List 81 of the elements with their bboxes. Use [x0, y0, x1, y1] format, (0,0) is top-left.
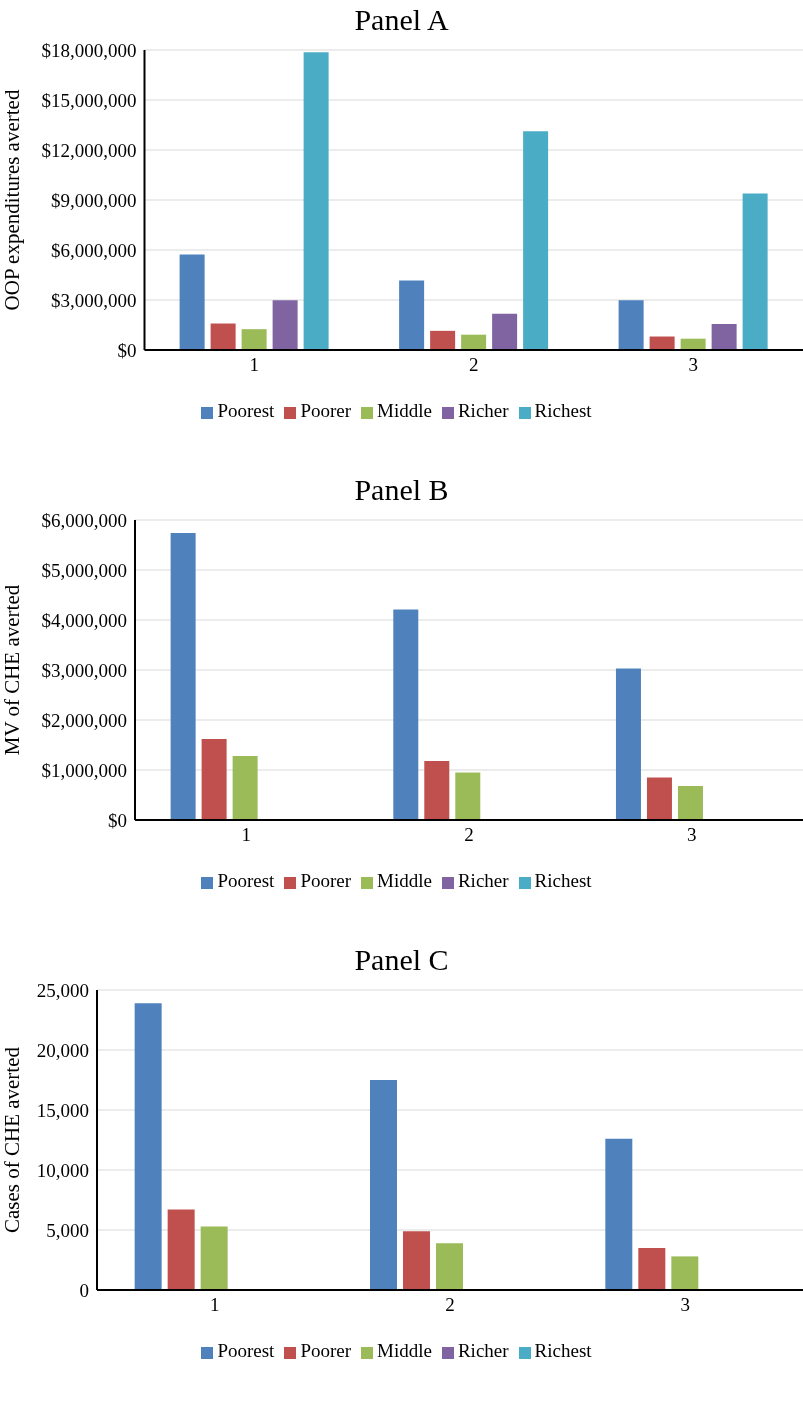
y-tick-label: 15,000 [36, 1099, 89, 1121]
bar [435, 1243, 463, 1290]
bar [201, 739, 227, 820]
x-tick-label: 3 [688, 354, 698, 376]
bar [430, 330, 456, 350]
legend-label: Richest [534, 1340, 592, 1361]
bar [492, 313, 518, 350]
bar [393, 609, 419, 820]
legend-label: Richer [457, 1340, 509, 1361]
x-tick-label: 1 [209, 1294, 220, 1316]
bar [369, 1080, 397, 1290]
y-tick-label: $1,000,000 [41, 759, 127, 781]
y-tick-label: 10,000 [36, 1159, 89, 1181]
bar [742, 193, 768, 350]
y-tick-label: $0 [117, 339, 137, 361]
bar [210, 323, 236, 350]
y-axis-title: Cases of CHE averted [0, 1046, 25, 1234]
legend-label: Richer [457, 870, 509, 891]
bar [167, 1209, 195, 1290]
y-tick-label: $2,000,000 [41, 709, 127, 731]
bar [232, 756, 258, 820]
y-tick-label: 20,000 [36, 1039, 89, 1061]
y-tick-label: $5,000,000 [41, 559, 127, 581]
bar [134, 1003, 162, 1290]
bar [677, 786, 703, 820]
bar [523, 131, 549, 350]
legend-label: Richest [534, 400, 592, 421]
y-tick-label: $15,000,000 [41, 89, 137, 111]
bar [646, 777, 672, 820]
chart-title: Panel B [353, 472, 450, 508]
bar [424, 761, 450, 820]
bar [399, 280, 425, 350]
x-tick-label: 3 [680, 1294, 691, 1316]
chart-title: Panel C [353, 942, 450, 978]
y-axis-title: MV of CHE averted [0, 584, 25, 756]
legend-label: Poorest [217, 400, 275, 421]
bar [455, 772, 481, 820]
bar [272, 300, 298, 350]
x-tick-label: 2 [464, 824, 474, 846]
chart-title: Panel A [353, 2, 450, 38]
x-tick-label: 2 [445, 1294, 455, 1316]
legend-label: Poorer [300, 870, 352, 891]
bar [618, 300, 644, 350]
legend-label: Middle [377, 1340, 432, 1361]
legend-label: Poorest [217, 1340, 275, 1361]
x-tick-label: 1 [241, 824, 252, 846]
x-tick-label: 3 [686, 824, 697, 846]
bar [402, 1231, 430, 1290]
bar [200, 1226, 228, 1290]
bar [671, 1256, 699, 1290]
y-tick-label: $4,000,000 [41, 609, 127, 631]
legend-label: Middle [377, 870, 432, 891]
y-tick-label: 0 [79, 1279, 89, 1301]
x-tick-label: 1 [249, 354, 259, 376]
legend-label: Middle [377, 400, 432, 421]
y-tick-label: 25,000 [36, 979, 89, 1001]
bar [303, 52, 329, 350]
y-tick-label: 5,000 [46, 1219, 89, 1241]
bar [615, 668, 641, 820]
bar [179, 254, 205, 350]
legend-label: Poorer [300, 1340, 352, 1361]
y-tick-label: $3,000,000 [41, 659, 127, 681]
bar [605, 1138, 633, 1290]
y-tick-label: $18,000,000 [41, 39, 137, 61]
bar [461, 334, 487, 350]
y-axis-title: OOP expenditures averted [0, 89, 25, 311]
bar [241, 329, 267, 350]
legend-label: Poorer [300, 400, 352, 421]
y-tick-label: $6,000,000 [41, 509, 127, 531]
legend-label: Richest [534, 870, 592, 891]
bar [711, 324, 737, 350]
y-tick-label: $9,000,000 [51, 189, 137, 211]
y-tick-label: $12,000,000 [41, 139, 137, 161]
x-tick-label: 2 [469, 354, 479, 376]
bar [638, 1248, 666, 1290]
bar [170, 533, 196, 820]
y-tick-label: $6,000,000 [51, 239, 137, 261]
y-tick-label: $3,000,000 [51, 289, 137, 311]
y-tick-label: $0 [108, 809, 127, 831]
legend-label: Poorest [217, 870, 275, 891]
legend-label: Richer [457, 400, 509, 421]
